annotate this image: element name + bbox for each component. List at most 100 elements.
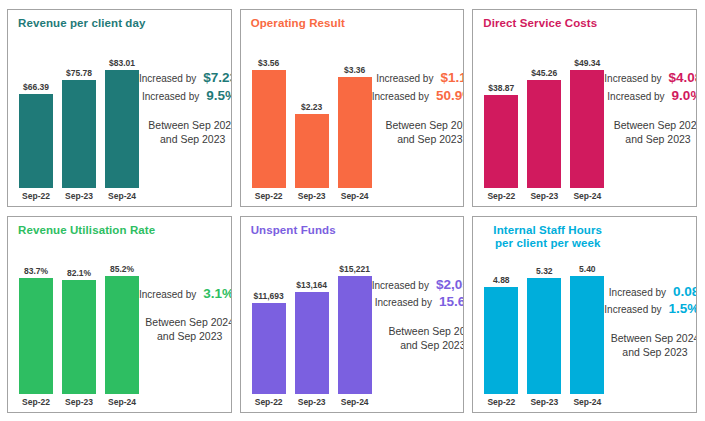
bar-chart: 4.88 Sep-22 5.32 Sep-23 5.40 — [481, 264, 604, 407]
kpi-card-revenue-per-client-day: Revenue per client day $66.39 Sep-22 $75… — [7, 9, 232, 207]
stat-line: Increased by 1.5% — [604, 300, 697, 318]
kpi-dashboard: Revenue per client day $66.39 Sep-22 $75… — [0, 0, 705, 421]
bar-sep-23[interactable] — [62, 280, 96, 394]
bar-chart: $3.56 Sep-22 $2.23 Sep-23 $3.36 — [249, 58, 372, 201]
bar-chart: $38.87 Sep-22 $45.26 Sep-23 $49.34 — [481, 58, 604, 201]
bar-value-label: 82.1% — [67, 268, 91, 278]
bar-sep-22[interactable] — [252, 303, 286, 394]
bar-group: 5.32 Sep-23 — [527, 264, 561, 407]
bar-sep-24[interactable] — [338, 276, 372, 394]
bar-value-label: $83.01 — [109, 58, 135, 68]
bar-value-label: $2.23 — [301, 102, 322, 112]
period-note: Between Sep 2024 and Sep 2023 — [148, 118, 231, 146]
stat-value: 9.0% — [672, 87, 697, 105]
stat-line: Increased by 15.6% — [375, 293, 465, 311]
stat-value: 0.08 — [673, 283, 697, 301]
bar-category-label: Sep-24 — [573, 191, 601, 201]
bar-sep-22[interactable] — [484, 287, 518, 394]
stat-label: Increased by — [604, 72, 661, 85]
stat-value: 9.5% — [206, 87, 231, 105]
bar-group: $75.78 Sep-23 — [62, 58, 96, 201]
bar-category-label: Sep-22 — [22, 191, 50, 201]
bar-category-label: Sep-22 — [487, 397, 515, 407]
bar-value-label: $3.36 — [344, 65, 365, 75]
stat-line: Increased by $1.13 — [376, 69, 464, 87]
stat-value: 3.1% — [203, 285, 231, 303]
stat-line: Increased by $4.08 — [604, 69, 697, 87]
bar-category-label: Sep-24 — [108, 191, 136, 201]
bar-group: $45.26 Sep-23 — [527, 58, 561, 201]
stat-line: Increased by $2,057 — [372, 276, 465, 294]
stat-label: Increased by — [372, 279, 429, 292]
bar-category-label: Sep-23 — [530, 397, 558, 407]
bar-value-label: $13,164 — [296, 280, 327, 290]
period-note: Between Sep 2024 and Sep 2023 — [611, 331, 697, 359]
period-note: Between Sep 2024 and Sep 2023 — [385, 118, 464, 146]
period-note: Between Sep 2024 and Sep 2023 — [614, 118, 697, 146]
bar-sep-24[interactable] — [570, 70, 604, 188]
bar-value-label: $49.34 — [574, 58, 600, 68]
bar-chart: 83.7% Sep-22 82.1% Sep-23 85.2% — [16, 264, 139, 407]
bar-value-label: $66.39 — [23, 82, 49, 92]
stat-line: Increased by 3.1% — [139, 285, 232, 303]
kpi-summary: Increased by $2,057 Increased by 15.6% B… — [372, 239, 465, 407]
card-title: Direct Service Costs — [483, 17, 689, 31]
bar-sep-22[interactable] — [19, 94, 53, 188]
bar-group: 85.2% Sep-24 — [105, 264, 139, 407]
bar-sep-22[interactable] — [484, 95, 518, 188]
bar-sep-23[interactable] — [527, 278, 561, 394]
card-title: Unspent Funds — [251, 224, 457, 238]
bar-category-label: Sep-24 — [341, 397, 369, 407]
kpi-summary: Increased by 3.1% Between Sep 2024 and S… — [139, 239, 232, 407]
stat-line: Increased by 9.5% — [142, 87, 232, 105]
stat-value: 15.6% — [439, 293, 464, 311]
bar-value-label: 83.7% — [24, 266, 48, 276]
bar-group: $13,164 Sep-23 — [295, 264, 329, 407]
bar-group: $11,693 Sep-22 — [252, 264, 286, 407]
period-note: Between Sep 2024 and Sep 2023 — [388, 324, 464, 352]
bar-category-label: Sep-23 — [65, 397, 93, 407]
bar-sep-24[interactable] — [105, 276, 139, 394]
bar-sep-24[interactable] — [105, 70, 139, 188]
bar-category-label: Sep-22 — [22, 397, 50, 407]
period-note: Between Sep 2024 and Sep 2023 — [145, 315, 231, 343]
bar-sep-23[interactable] — [527, 80, 561, 188]
bar-category-label: Sep-22 — [487, 191, 515, 201]
stat-value: $1.13 — [440, 69, 464, 87]
bar-sep-24[interactable] — [570, 276, 604, 394]
bar-value-label: $3.56 — [258, 58, 279, 68]
bar-category-label: Sep-23 — [65, 191, 93, 201]
kpi-summary: Increased by 0.08 Increased by 1.5% Betw… — [604, 253, 697, 407]
bar-category-label: Sep-22 — [255, 191, 283, 201]
kpi-card-internal-staff-hours: Internal Staff Hours per client per week… — [472, 216, 697, 414]
stat-label: Increased by — [142, 90, 199, 103]
kpi-card-unspent-funds: Unspent Funds $11,693 Sep-22 $13,164 Sep… — [240, 216, 465, 414]
bar-chart: $11,693 Sep-22 $13,164 Sep-23 $15,221 — [249, 264, 372, 407]
kpi-summary: Increased by $7.23 Increased by 9.5% Bet… — [139, 33, 232, 201]
bar-value-label: 5.32 — [536, 266, 553, 276]
kpi-card-revenue-utilisation-rate: Revenue Utilisation Rate 83.7% Sep-22 82… — [7, 216, 232, 414]
bar-category-label: Sep-24 — [573, 397, 601, 407]
kpi-summary: Increased by $1.13 Increased by 50.9% Be… — [372, 33, 465, 201]
bar-value-label: $15,221 — [339, 264, 370, 274]
bar-sep-23[interactable] — [295, 114, 329, 188]
bar-category-label: Sep-23 — [298, 191, 326, 201]
card-title: Operating Result — [251, 17, 457, 31]
stat-label: Increased by — [139, 288, 196, 301]
bar-group: 5.40 Sep-24 — [570, 264, 604, 407]
bar-value-label: 4.88 — [493, 275, 510, 285]
bar-sep-23[interactable] — [62, 80, 96, 188]
bar-group: $2.23 Sep-23 — [295, 58, 329, 201]
bar-sep-22[interactable] — [252, 70, 286, 188]
card-title: Revenue Utilisation Rate — [18, 224, 224, 238]
bar-category-label: Sep-23 — [298, 397, 326, 407]
stat-label: Increased by — [607, 90, 664, 103]
kpi-card-direct-service-costs: Direct Service Costs $38.87 Sep-22 $45.2… — [472, 9, 697, 207]
stat-line: Increased by 0.08 — [609, 283, 697, 301]
bar-sep-24[interactable] — [338, 77, 372, 188]
bar-category-label: Sep-22 — [255, 397, 283, 407]
bar-sep-23[interactable] — [295, 292, 329, 394]
bar-value-label: $75.78 — [66, 68, 92, 78]
bar-sep-22[interactable] — [19, 278, 53, 394]
bar-group: $66.39 Sep-22 — [19, 58, 53, 201]
